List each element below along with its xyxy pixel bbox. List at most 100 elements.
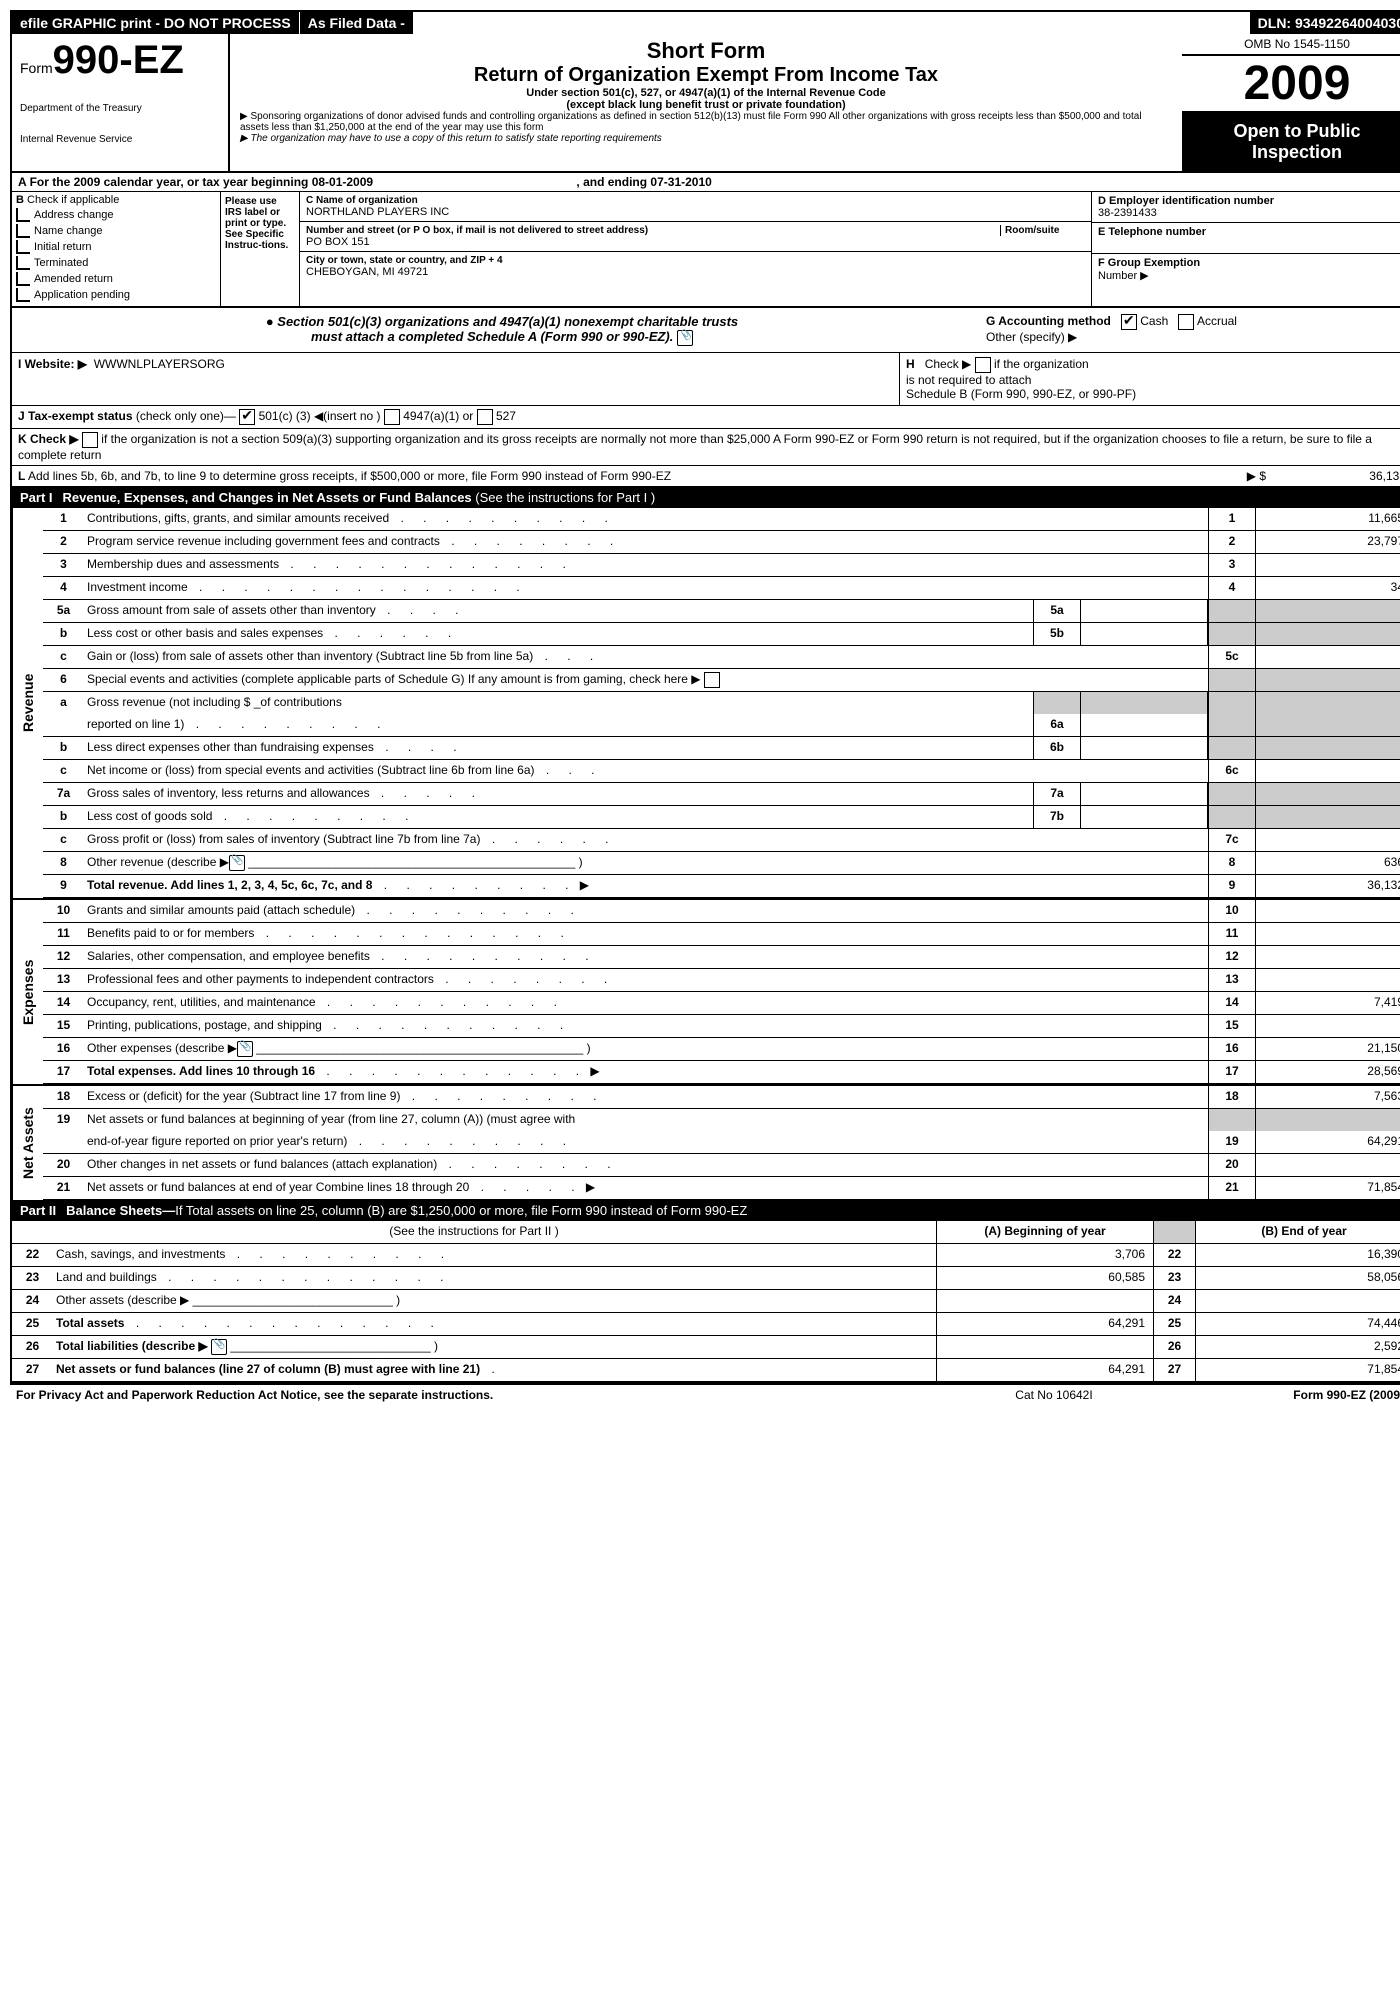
cash-chk[interactable] [1121, 314, 1137, 330]
dept1: Department of the Treasury [20, 103, 220, 114]
rn: 27 [1153, 1359, 1195, 1381]
tn: 16 [43, 1038, 84, 1060]
line-8: 8Other revenue (describe ▶ _____________… [43, 852, 1400, 875]
td: Net assets or fund balances at end of ye… [84, 1177, 1208, 1199]
dots: . . . . . . . . . . . . . . [254, 926, 571, 940]
td: Net assets or fund balances (line 27 of … [53, 1359, 936, 1381]
tn [43, 714, 84, 736]
tn: 14 [43, 992, 84, 1014]
dots: . . . . . . . . . . . [316, 995, 565, 1009]
td: Other assets (describe ▶ _______________… [53, 1290, 936, 1312]
j-opt2: 4947(a)(1) or [403, 409, 473, 423]
j-chk2[interactable] [384, 409, 400, 425]
chk-address[interactable]: Address change [16, 208, 216, 222]
footer-right: Form 990-EZ (2009) [1154, 1388, 1400, 1402]
s501-2: must attach a completed Schedule A (Form… [18, 329, 986, 346]
rn: 24 [1153, 1290, 1195, 1312]
asfiled-label: As Filed Data - [300, 12, 414, 34]
rv: 7,419 [1255, 992, 1400, 1014]
td: end-of-year figure reported on prior yea… [84, 1131, 1208, 1153]
sv-gray [1081, 692, 1208, 714]
rv [1255, 900, 1400, 922]
section-501: ● Section 501(c)(3) organizations and 49… [12, 308, 1400, 353]
tn: 11 [43, 923, 84, 945]
i-label: I Website: ▶ [18, 357, 87, 371]
footer: For Privacy Act and Paperwork Reduction … [10, 1385, 1400, 1405]
cash-label: Cash [1140, 314, 1168, 328]
cb: 58,056 [1195, 1267, 1400, 1289]
chk-amended[interactable]: Amended return [16, 272, 216, 286]
b-check-if: Check if applicable [27, 194, 119, 206]
chk-pending[interactable]: Application pending [16, 288, 216, 302]
j-chk1[interactable] [239, 409, 255, 425]
td-text: Total liabilities (describe ▶ [56, 1339, 208, 1353]
rn: 6c [1208, 760, 1255, 782]
chk-initial[interactable]: Initial return [16, 240, 216, 254]
dots: . . . . . . . . . . . . . [279, 557, 574, 571]
line-14: 14Occupancy, rent, utilities, and mainte… [43, 992, 1400, 1015]
td-text: Membership dues and assessments [87, 557, 279, 571]
dots: . . . . . . . . . [400, 1089, 604, 1103]
h-chk[interactable] [975, 357, 991, 373]
expenses-side-label: Expenses [12, 900, 43, 1084]
accrual-chk[interactable] [1178, 314, 1194, 330]
sv [1081, 623, 1208, 645]
chk-terminated[interactable]: Terminated [16, 256, 216, 270]
tn: 15 [43, 1015, 84, 1037]
section-a-text: For the 2009 calendar year, or tax year … [30, 175, 374, 189]
clip-icon [677, 330, 693, 346]
tn: 13 [43, 969, 84, 991]
revenue-side-label: Revenue [12, 508, 43, 898]
td-text: Other expenses (describe ▶ [87, 1041, 237, 1055]
chk-name[interactable]: Name change [16, 224, 216, 238]
e-block: E Telephone number [1092, 223, 1400, 254]
line-j: J Tax-exempt status (check only one)— 50… [12, 406, 1400, 429]
ca: 64,291 [936, 1313, 1153, 1335]
h-letter: H [906, 357, 915, 371]
gaming-chk[interactable] [704, 672, 720, 688]
tn: c [43, 760, 84, 782]
line-26: 26Total liabilities (describe ▶ ________… [12, 1336, 1400, 1359]
tn: 1 [43, 508, 84, 530]
rv [1255, 829, 1400, 851]
rv: 28,569 [1255, 1061, 1400, 1083]
expenses-section: Expenses 10Grants and similar amounts pa… [12, 898, 1400, 1084]
rv [1255, 760, 1400, 782]
td: Program service revenue including govern… [84, 531, 1208, 553]
chk-icon [16, 256, 30, 270]
omb: OMB No 1545-1150 [1182, 34, 1400, 56]
rn: 4 [1208, 577, 1255, 599]
efile-label: efile GRAPHIC print - DO NOT PROCESS [12, 12, 300, 34]
g-row: G Accounting method Cash Accrual [986, 314, 1400, 330]
dots: . [480, 1362, 503, 1376]
chk-icon [16, 208, 30, 222]
tn: 26 [12, 1336, 53, 1358]
td: Total revenue. Add lines 1, 2, 3, 4, 5c,… [84, 875, 1208, 897]
rn-gray [1208, 806, 1255, 828]
tn: b [43, 737, 84, 759]
td: Investment income . . . . . . . . . . . … [84, 577, 1208, 599]
j-chk3[interactable] [477, 409, 493, 425]
dots: . . . . . . . . . . . . . . [124, 1316, 441, 1330]
open-public-2: Inspection [1190, 142, 1400, 163]
tn: 10 [43, 900, 84, 922]
td-text: Occupancy, rent, utilities, and maintena… [87, 995, 316, 1009]
city-label: City or town, state or country, and ZIP … [306, 255, 1085, 266]
ca [936, 1290, 1153, 1312]
rv [1255, 646, 1400, 668]
td: Gross profit or (loss) from sales of inv… [84, 829, 1208, 851]
form-container: efile GRAPHIC print - DO NOT PROCESS As … [10, 10, 1400, 1385]
td-text: Net income or (loss) from special events… [87, 763, 535, 777]
k-chk[interactable] [82, 432, 98, 448]
td-text: Benefits paid to or for members [87, 926, 254, 940]
rv: 21,150 [1255, 1038, 1400, 1060]
footer-left: For Privacy Act and Paperwork Reduction … [16, 1388, 954, 1402]
dots: . . . . . . . . . . [225, 1247, 452, 1261]
street-block: Number and street (or P O box, if mail i… [300, 222, 1091, 252]
return-title: Return of Organization Exempt From Incom… [240, 64, 1172, 87]
tn: 8 [43, 852, 84, 874]
line-10: 10Grants and similar amounts paid (attac… [43, 900, 1400, 923]
td: Less cost or other basis and sales expen… [84, 623, 1033, 645]
line-5b: bLess cost or other basis and sales expe… [43, 623, 1400, 646]
rv [1255, 923, 1400, 945]
